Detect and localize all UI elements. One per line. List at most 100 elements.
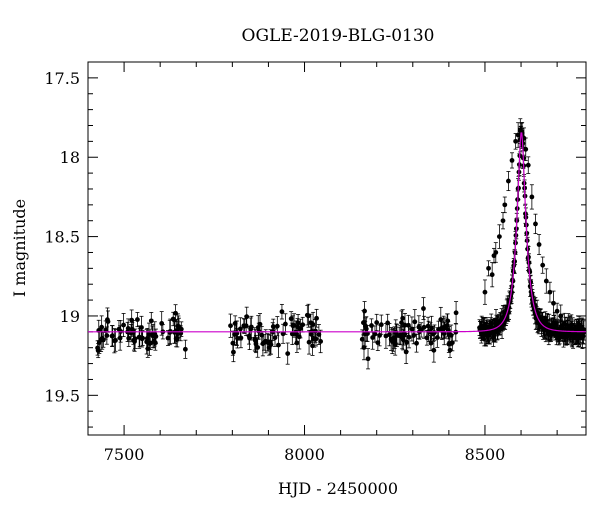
- data-point: [285, 351, 291, 357]
- data-point: [268, 342, 274, 348]
- data-point: [230, 340, 236, 346]
- data-point: [568, 322, 574, 328]
- data-point: [576, 334, 582, 339]
- data-point: [525, 162, 531, 168]
- data-point: [445, 318, 451, 324]
- data-point: [431, 347, 437, 353]
- data-point: [372, 331, 378, 337]
- data-point: [259, 332, 265, 338]
- data-point: [146, 331, 152, 337]
- data-point: [406, 322, 411, 328]
- data-point: [565, 326, 571, 332]
- data-point: [105, 319, 111, 324]
- data-point: [496, 234, 502, 239]
- data-point: [404, 340, 410, 345]
- data-point: [113, 338, 118, 343]
- data-point: [159, 320, 165, 326]
- data-point: [489, 272, 495, 278]
- data-point: [288, 316, 294, 322]
- data-point: [547, 289, 553, 295]
- x-tick-label: 7500: [104, 445, 145, 464]
- data-point: [488, 321, 494, 326]
- data-point: [502, 202, 508, 208]
- data-point: [425, 323, 431, 329]
- data-point: [362, 308, 367, 314]
- data-point: [110, 333, 116, 339]
- data-point: [99, 324, 105, 330]
- data-point: [563, 334, 569, 340]
- data-point: [551, 300, 556, 306]
- data-point: [280, 331, 286, 337]
- chart-title: OGLE-2019-BLG-0130: [242, 26, 435, 46]
- data-point: [482, 289, 488, 295]
- data-point: [282, 321, 288, 327]
- data-point: [412, 319, 418, 325]
- data-point: [144, 336, 150, 341]
- data-point: [449, 340, 455, 346]
- data-point: [247, 335, 252, 341]
- y-tick-label: 18: [60, 148, 80, 167]
- data-point: [421, 324, 427, 330]
- data-point: [244, 314, 250, 320]
- data-point: [359, 336, 365, 342]
- data-point: [579, 335, 585, 341]
- data-point: [409, 326, 415, 332]
- data-point: [377, 333, 382, 338]
- data-point: [374, 320, 380, 325]
- data-point: [232, 321, 238, 326]
- data-point: [129, 317, 135, 323]
- data-point: [529, 194, 535, 200]
- data-point: [509, 158, 515, 163]
- data-point: [572, 332, 578, 338]
- data-point: [434, 335, 440, 340]
- data-point: [306, 313, 311, 319]
- data-point: [386, 332, 392, 338]
- data-point: [448, 332, 454, 338]
- data-point: [95, 348, 101, 353]
- data-point: [121, 322, 126, 328]
- data-point: [237, 326, 243, 332]
- data-point: [493, 317, 499, 323]
- data-point: [581, 327, 587, 333]
- data-point: [506, 178, 511, 184]
- data-point: [429, 325, 434, 331]
- data-point: [276, 342, 281, 348]
- data-point: [300, 322, 306, 328]
- data-point: [513, 138, 519, 144]
- data-point: [414, 340, 419, 346]
- data-point: [228, 323, 233, 329]
- data-point: [447, 347, 453, 353]
- data-point: [272, 335, 278, 341]
- data-point: [126, 335, 132, 341]
- data-point: [182, 346, 188, 352]
- data-point: [554, 308, 560, 314]
- data-point: [428, 340, 434, 346]
- data-point: [402, 331, 407, 337]
- model-curve: [88, 132, 587, 333]
- data-point: [231, 349, 236, 355]
- data-point: [363, 326, 369, 332]
- data-point: [540, 262, 546, 268]
- data-point: [279, 309, 285, 315]
- data-point: [148, 318, 154, 324]
- data-point: [104, 333, 110, 338]
- data-point: [406, 334, 412, 340]
- x-axis-label: HJD - 2450000: [278, 479, 398, 498]
- data-point: [170, 316, 176, 322]
- data-point: [306, 339, 312, 345]
- data-point: [543, 278, 549, 284]
- data-point: [399, 320, 404, 326]
- data-point: [552, 321, 558, 326]
- data-point: [400, 315, 406, 321]
- data-point: [361, 320, 366, 326]
- data-point: [548, 330, 554, 336]
- data-point: [270, 324, 276, 329]
- data-point: [132, 336, 138, 342]
- data-point: [316, 332, 322, 337]
- y-tick-label: 17.5: [44, 69, 80, 88]
- y-tick-label: 18.5: [44, 228, 80, 247]
- data-point: [274, 323, 280, 329]
- data-point: [100, 337, 106, 343]
- data-point: [453, 310, 459, 316]
